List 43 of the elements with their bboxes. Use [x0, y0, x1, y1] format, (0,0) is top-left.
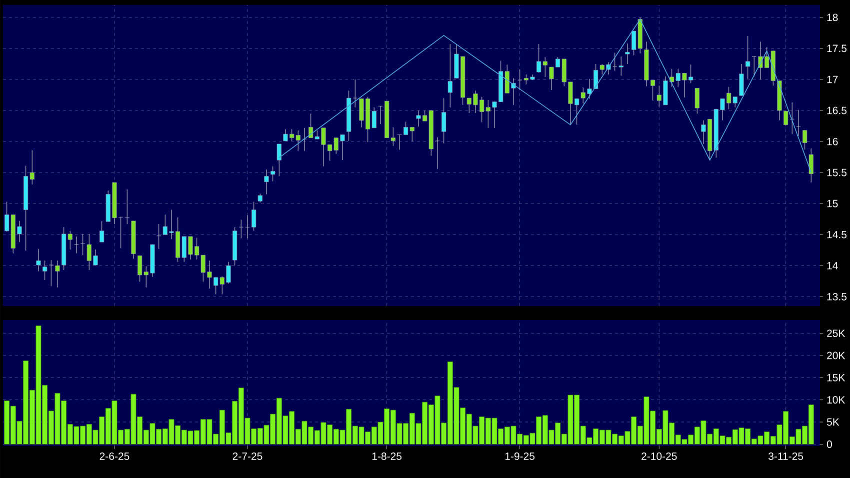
- y-tick-label: 25K: [827, 330, 846, 338]
- y-tick-label: 5K: [826, 418, 840, 426]
- y-tick-label: 15.5: [827, 168, 847, 176]
- y-tick-label: 14.5: [827, 230, 847, 238]
- candlestick: [808, 148, 814, 183]
- candlestick: [302, 128, 307, 152]
- y-tick-label: 17.5: [827, 44, 847, 52]
- candlestick: [625, 43, 630, 64]
- x-tick-label: 2-7-25: [232, 452, 262, 460]
- y-tick-label: 15: [827, 200, 838, 208]
- y-tick-label: 18: [827, 14, 838, 22]
- candlestick: [55, 260, 60, 288]
- x-tick-label: 3-11-25: [768, 452, 804, 460]
- candlestick: [100, 220, 104, 242]
- candlestick: [784, 110, 788, 126]
- candlestick: [802, 130, 808, 150]
- y-tick-label: 0: [826, 440, 832, 448]
- candlestick: [36, 248, 41, 272]
- candlestick: [74, 236, 79, 254]
- x-tick-label: 2-6-25: [100, 452, 130, 460]
- y-tick-label: 16: [827, 138, 838, 146]
- candlestick: [264, 169, 269, 195]
- candlestick: [276, 144, 282, 177]
- y-tick-label: 14: [827, 262, 838, 270]
- candlestick: [48, 260, 54, 286]
- y-tick-label: 13.5: [827, 292, 847, 300]
- candlestick: [752, 56, 756, 77]
- y-tick-label: 16.5: [827, 106, 847, 114]
- y-tick-label: 15K: [827, 374, 846, 382]
- candlestick: [442, 98, 446, 144]
- candlestick: [448, 44, 452, 108]
- candlestick: [270, 166, 276, 182]
- y-tick-label: 20K: [827, 352, 846, 360]
- candlestick: [746, 36, 750, 80]
- candlestick: [739, 64, 744, 96]
- candlestick: [252, 201, 256, 232]
- x-tick-label: 2-10-25: [642, 452, 677, 460]
- y-tick-label: 10K: [827, 396, 846, 404]
- y-tick-label: 17: [827, 76, 838, 84]
- x-tick-label: 1-9-25: [505, 452, 535, 460]
- candlestick: [694, 88, 700, 114]
- x-tick-label: 1-8-25: [372, 452, 402, 460]
- candlestick: [42, 260, 48, 280]
